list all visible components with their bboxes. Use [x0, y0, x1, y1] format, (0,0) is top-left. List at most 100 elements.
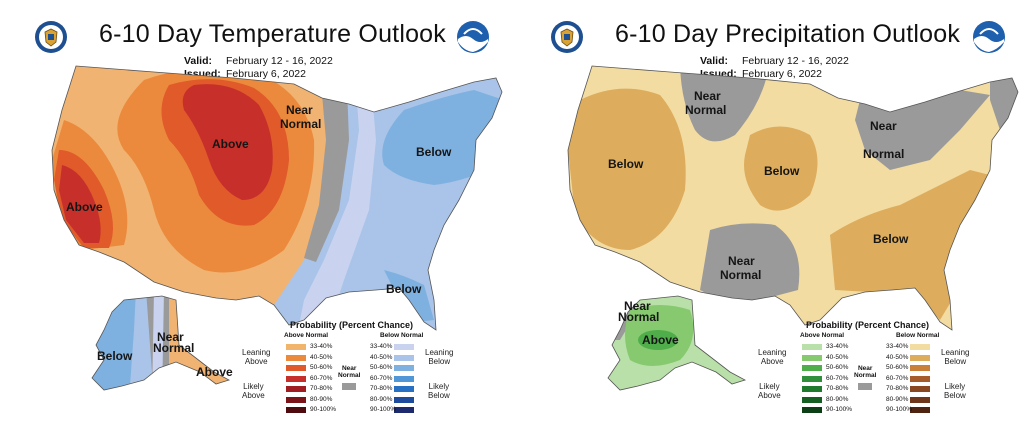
legend-swatch — [286, 396, 306, 403]
legend-swatch — [910, 396, 930, 403]
label-above-west: Above — [66, 200, 103, 214]
legend-swatch — [802, 386, 822, 392]
legend-value: 33-40% — [310, 343, 333, 350]
legend-value: 40-50% — [370, 353, 393, 361]
label-near-lakes-1: Near — [870, 119, 897, 133]
legend-swatch — [286, 344, 306, 350]
legend-value: 33-40% — [886, 343, 909, 350]
legend-swatch — [286, 375, 306, 382]
legend-value: 40-50% — [886, 353, 909, 361]
legend-swatch — [394, 396, 414, 403]
legend-value: 70-80% — [310, 385, 333, 392]
legend-likely-above: Likely Above — [758, 382, 781, 400]
legend-value: 60-70% — [886, 374, 909, 382]
legend-swatch — [394, 386, 414, 392]
legend-leaning-above: Leaning Above — [242, 348, 271, 366]
label-near-tx-1: Near — [728, 254, 755, 268]
legend-swatch — [802, 344, 822, 350]
legend-swatch — [394, 344, 414, 350]
valid-label: Valid: — [700, 55, 729, 67]
label-near-north-1: Near — [694, 89, 721, 103]
legend-swatch — [910, 407, 930, 413]
label-near-ak-1: Near — [624, 299, 651, 313]
legend-swatch — [394, 354, 414, 361]
legend-swatch — [802, 396, 822, 403]
legend-likely-below: Likely Below — [428, 382, 450, 400]
legend-value: 80-90% — [310, 395, 333, 403]
temperature-outlook-panel: 6-10 Day Temperature Outlook Valid: Febru… — [4, 0, 504, 425]
label-near-normal-1: Near — [286, 103, 313, 117]
legend-value: 40-50% — [310, 353, 333, 361]
temperature-region-labels: Above Above Near Normal Below Below Belo… — [66, 103, 452, 379]
legend-value: 90-100% — [370, 406, 397, 413]
legend-swatch — [286, 354, 306, 361]
legend-value: 50-60% — [886, 364, 909, 371]
valid-label: Valid: — [184, 55, 213, 67]
legend-likely-below: Likely Below — [944, 382, 966, 400]
label-near-lakes-2: Normal — [863, 147, 904, 161]
label-near-ak-2: Normal — [153, 341, 194, 355]
legend-value: 33-40% — [826, 343, 849, 350]
legend-swatch — [286, 407, 306, 413]
legend-swatch — [286, 386, 306, 392]
legend-swatch — [802, 375, 822, 382]
legend-value: 90-100% — [310, 406, 337, 413]
legend-value: 70-80% — [370, 385, 393, 392]
label-below-ak: Below — [97, 349, 133, 363]
issued-value: February 6, 2022 — [226, 68, 306, 80]
commerce-seal-icon — [551, 21, 583, 53]
legend-swatch — [910, 365, 930, 371]
legend-swatch — [802, 354, 822, 361]
legend-value: 60-70% — [826, 374, 849, 382]
legend-swatch — [394, 407, 414, 413]
legend-value: 70-80% — [886, 385, 909, 392]
commerce-seal-icon — [35, 21, 67, 53]
legend-swatch — [802, 365, 822, 371]
temperature-map: Above Above Near Normal Below Below Belo… — [51, 65, 503, 391]
legend-swatch — [394, 375, 414, 382]
legend-value: 80-90% — [826, 395, 849, 403]
label-above-ak: Above — [196, 365, 233, 379]
label-above-ak: Above — [642, 333, 679, 347]
label-near-ak-2: Normal — [618, 310, 659, 324]
legend-likely-above: Likely Above — [242, 382, 265, 400]
label-below-fl: Below — [386, 282, 422, 296]
label-below-ne: Below — [416, 145, 452, 159]
legend-leaning-below: Leaning Below — [941, 348, 970, 366]
label-above-main: Above — [212, 137, 249, 151]
legend-value: 40-50% — [826, 353, 849, 361]
legend-right-head: Below Normal — [380, 332, 424, 339]
legend-value: 70-80% — [826, 385, 849, 392]
label-near-tx-2: Normal — [720, 268, 761, 282]
legend-value: 90-100% — [886, 406, 913, 413]
legend-value: 80-90% — [370, 395, 393, 403]
precipitation-map: Near Normal Near Normal Below Below Belo… — [567, 65, 1019, 391]
label-below-central: Below — [764, 164, 800, 178]
temperature-title: 6-10 Day Temperature Outlook — [99, 20, 446, 48]
legend-swatch — [910, 344, 930, 350]
legend-swatch — [910, 375, 930, 382]
label-near-ak-1: Near — [157, 330, 184, 344]
legend-swatch — [802, 407, 822, 413]
label-near-north-2: Normal — [685, 103, 726, 117]
legend-leaning-above: Leaning Above — [758, 348, 787, 366]
legend-left-head: Above Normal — [284, 332, 329, 339]
legend-value: 50-60% — [310, 364, 333, 371]
precipitation-conus-map — [568, 66, 1018, 330]
legend-value: 80-90% — [886, 395, 909, 403]
valid-value: February 12 - 16, 2022 — [226, 55, 333, 67]
legend-leaning-below: Leaning Below — [425, 348, 454, 366]
valid-value: February 12 - 16, 2022 — [742, 55, 849, 67]
legend-title: Probability (Percent Chance) — [806, 320, 930, 330]
legend-right-head: Below Normal — [896, 332, 940, 339]
noaa-logo-icon — [457, 21, 489, 53]
legend-title: Probability (Percent Chance) — [290, 320, 414, 330]
legend-value: 60-70% — [370, 374, 393, 382]
precipitation-title: 6-10 Day Precipitation Outlook — [615, 20, 961, 48]
legend-near-normal: Near Normal — [854, 365, 877, 379]
precipitation-outlook-panel: 6-10 Day Precipitation Outlook Valid: Feb… — [520, 0, 1020, 425]
legend-value: 50-60% — [370, 364, 393, 371]
legend-swatch — [910, 354, 930, 361]
legend-swatch — [286, 365, 306, 371]
legend-value: 60-70% — [310, 374, 333, 382]
